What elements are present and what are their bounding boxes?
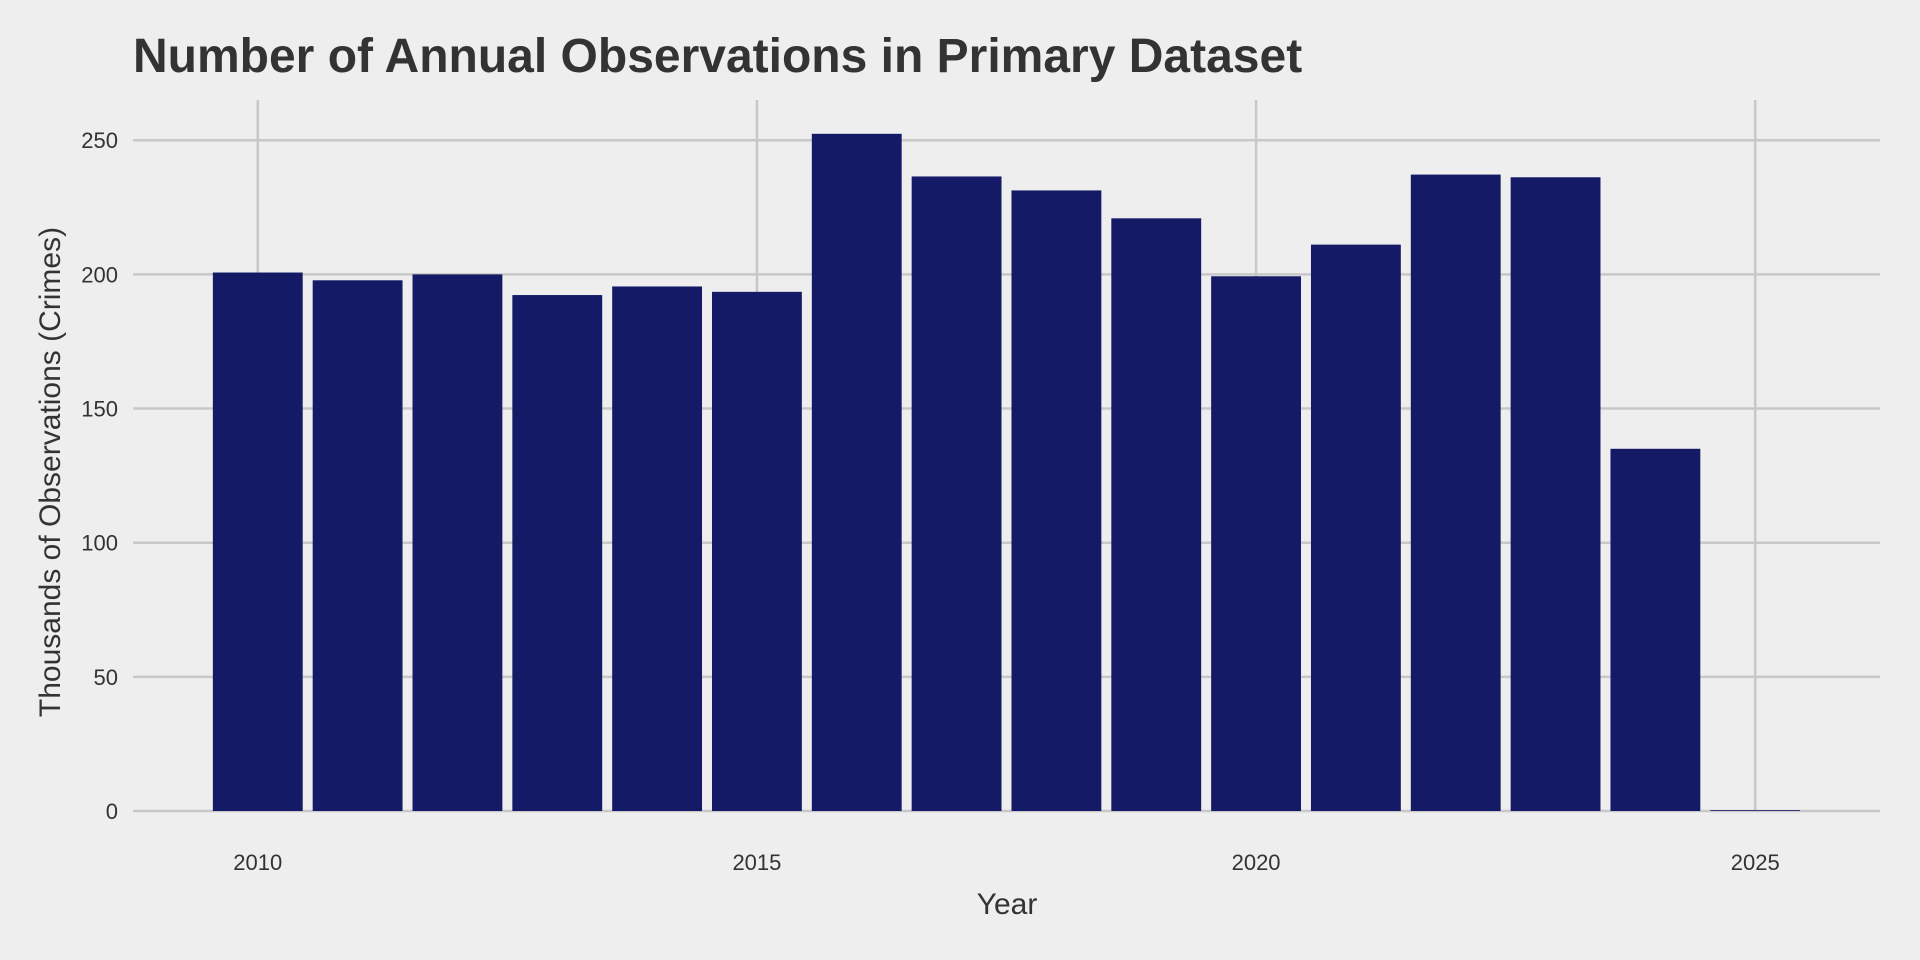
bar-2016: [811, 133, 902, 811]
x-tick-label: 2025: [1731, 850, 1780, 875]
bar-2024: [1610, 448, 1701, 811]
y-tick-label: 50: [94, 665, 118, 690]
y-tick-label: 200: [81, 262, 118, 287]
bar-2019: [1111, 218, 1202, 811]
bar-2010: [212, 272, 303, 811]
y-tick-labels: 0 50 100 150 200 250: [81, 128, 118, 824]
bar-2020: [1211, 276, 1301, 811]
chart-title: Number of Annual Observations in Primary…: [133, 30, 1302, 83]
bar-2017: [911, 176, 1002, 811]
x-axis-title: Year: [977, 888, 1038, 921]
y-tick-label: 0: [106, 799, 118, 824]
x-tick-label: 2010: [233, 850, 282, 875]
bar-2014: [612, 286, 703, 811]
x-tick-labels: 2010 2015 2020 2025: [233, 850, 1779, 875]
bar-2025: [1710, 810, 1801, 811]
y-tick-label: 150: [81, 397, 118, 422]
bar-2022: [1410, 174, 1501, 812]
x-tick-label: 2020: [1232, 850, 1281, 875]
bar-2013: [512, 295, 603, 811]
x-tick-label: 2015: [732, 850, 781, 875]
bar-2023: [1510, 177, 1601, 812]
bar-2018: [1011, 190, 1102, 812]
bar-2012: [412, 274, 503, 811]
bar-2011: [312, 280, 403, 812]
y-tick-label: 100: [81, 531, 118, 556]
y-tick-label: 250: [81, 128, 118, 153]
bar-2015: [712, 291, 802, 812]
bar-2021: [1310, 244, 1401, 811]
y-axis-title: Thousands of Observations (Crimes): [34, 227, 67, 717]
bars: [212, 133, 1801, 812]
